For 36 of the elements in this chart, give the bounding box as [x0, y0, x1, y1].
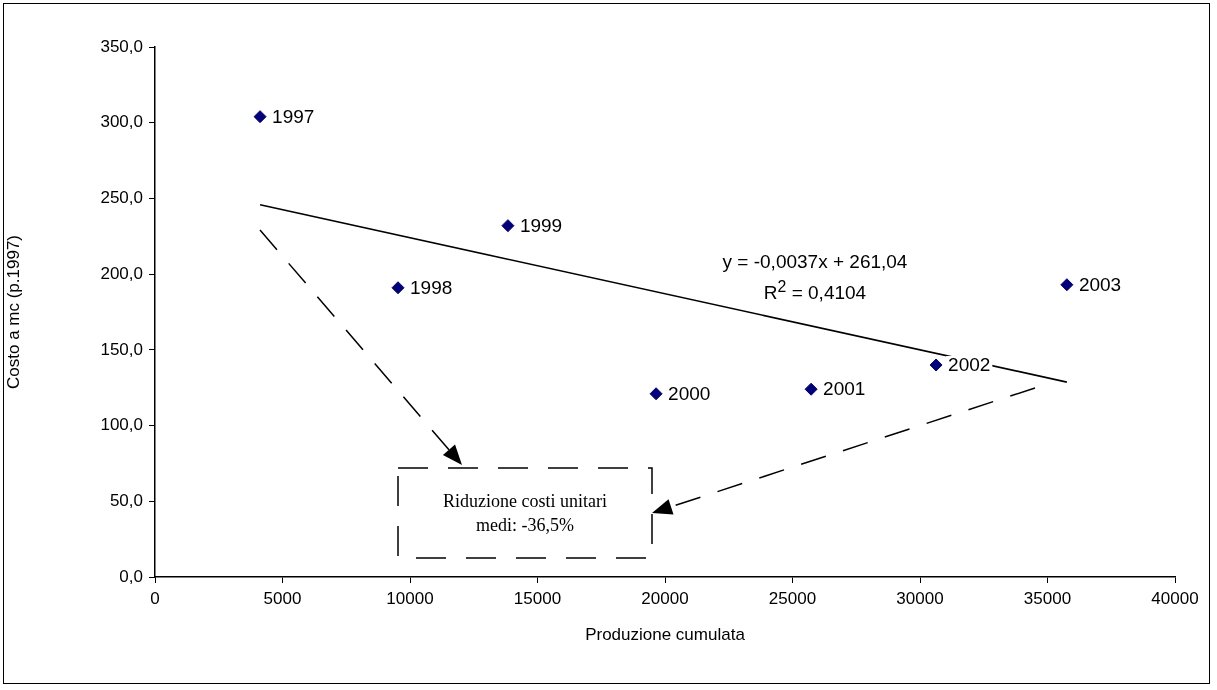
annotation: y = -0,0037x + 261,04	[722, 251, 908, 273]
annotation: 2003	[1078, 273, 1122, 295]
x-tick-label: 35000	[1023, 588, 1072, 608]
y-tick-label: 350,0	[100, 36, 143, 56]
annotation: Riduzione costi unitari medi: -36,5%	[442, 489, 608, 537]
y-tick-label: 200,0	[100, 263, 143, 283]
point	[804, 382, 818, 396]
annotation: 2002	[948, 354, 991, 376]
y-tick-label: 0,0	[119, 566, 143, 586]
y-tick-label: 300,0	[100, 112, 143, 132]
x-tick-label: 25000	[768, 588, 817, 608]
x-tick-label: 10000	[386, 588, 434, 608]
y-tick-label: 250,0	[100, 188, 143, 208]
y-axis-title: Costo a mc (p.1997)	[3, 234, 23, 390]
point	[501, 219, 515, 233]
x-axis-title: Produzione cumulata	[585, 625, 746, 645]
x-tick-label: 40000	[1151, 588, 1199, 608]
point	[253, 110, 267, 124]
x-tick-label: 0	[150, 588, 160, 608]
annotation: 1999	[519, 214, 563, 236]
annotation: 2001	[823, 378, 866, 400]
annotation: 1998	[410, 277, 453, 299]
annotation: R$^{2}$ = 0,4104	[763, 277, 867, 305]
point	[649, 387, 663, 401]
y-tick-label: 50,0	[109, 490, 143, 510]
y-tick-label: 150,0	[100, 339, 143, 359]
annotation: 1997	[272, 105, 315, 127]
annotation: 2000	[668, 383, 711, 405]
point	[1060, 278, 1074, 292]
point	[929, 358, 943, 372]
y-tick-label: 100,0	[100, 415, 143, 435]
point	[391, 281, 405, 295]
x-tick-label: 5000	[263, 588, 302, 608]
x-tick-label: 30000	[896, 588, 944, 608]
x-tick-label: 15000	[513, 588, 562, 608]
x-tick-label: 20000	[641, 588, 689, 608]
